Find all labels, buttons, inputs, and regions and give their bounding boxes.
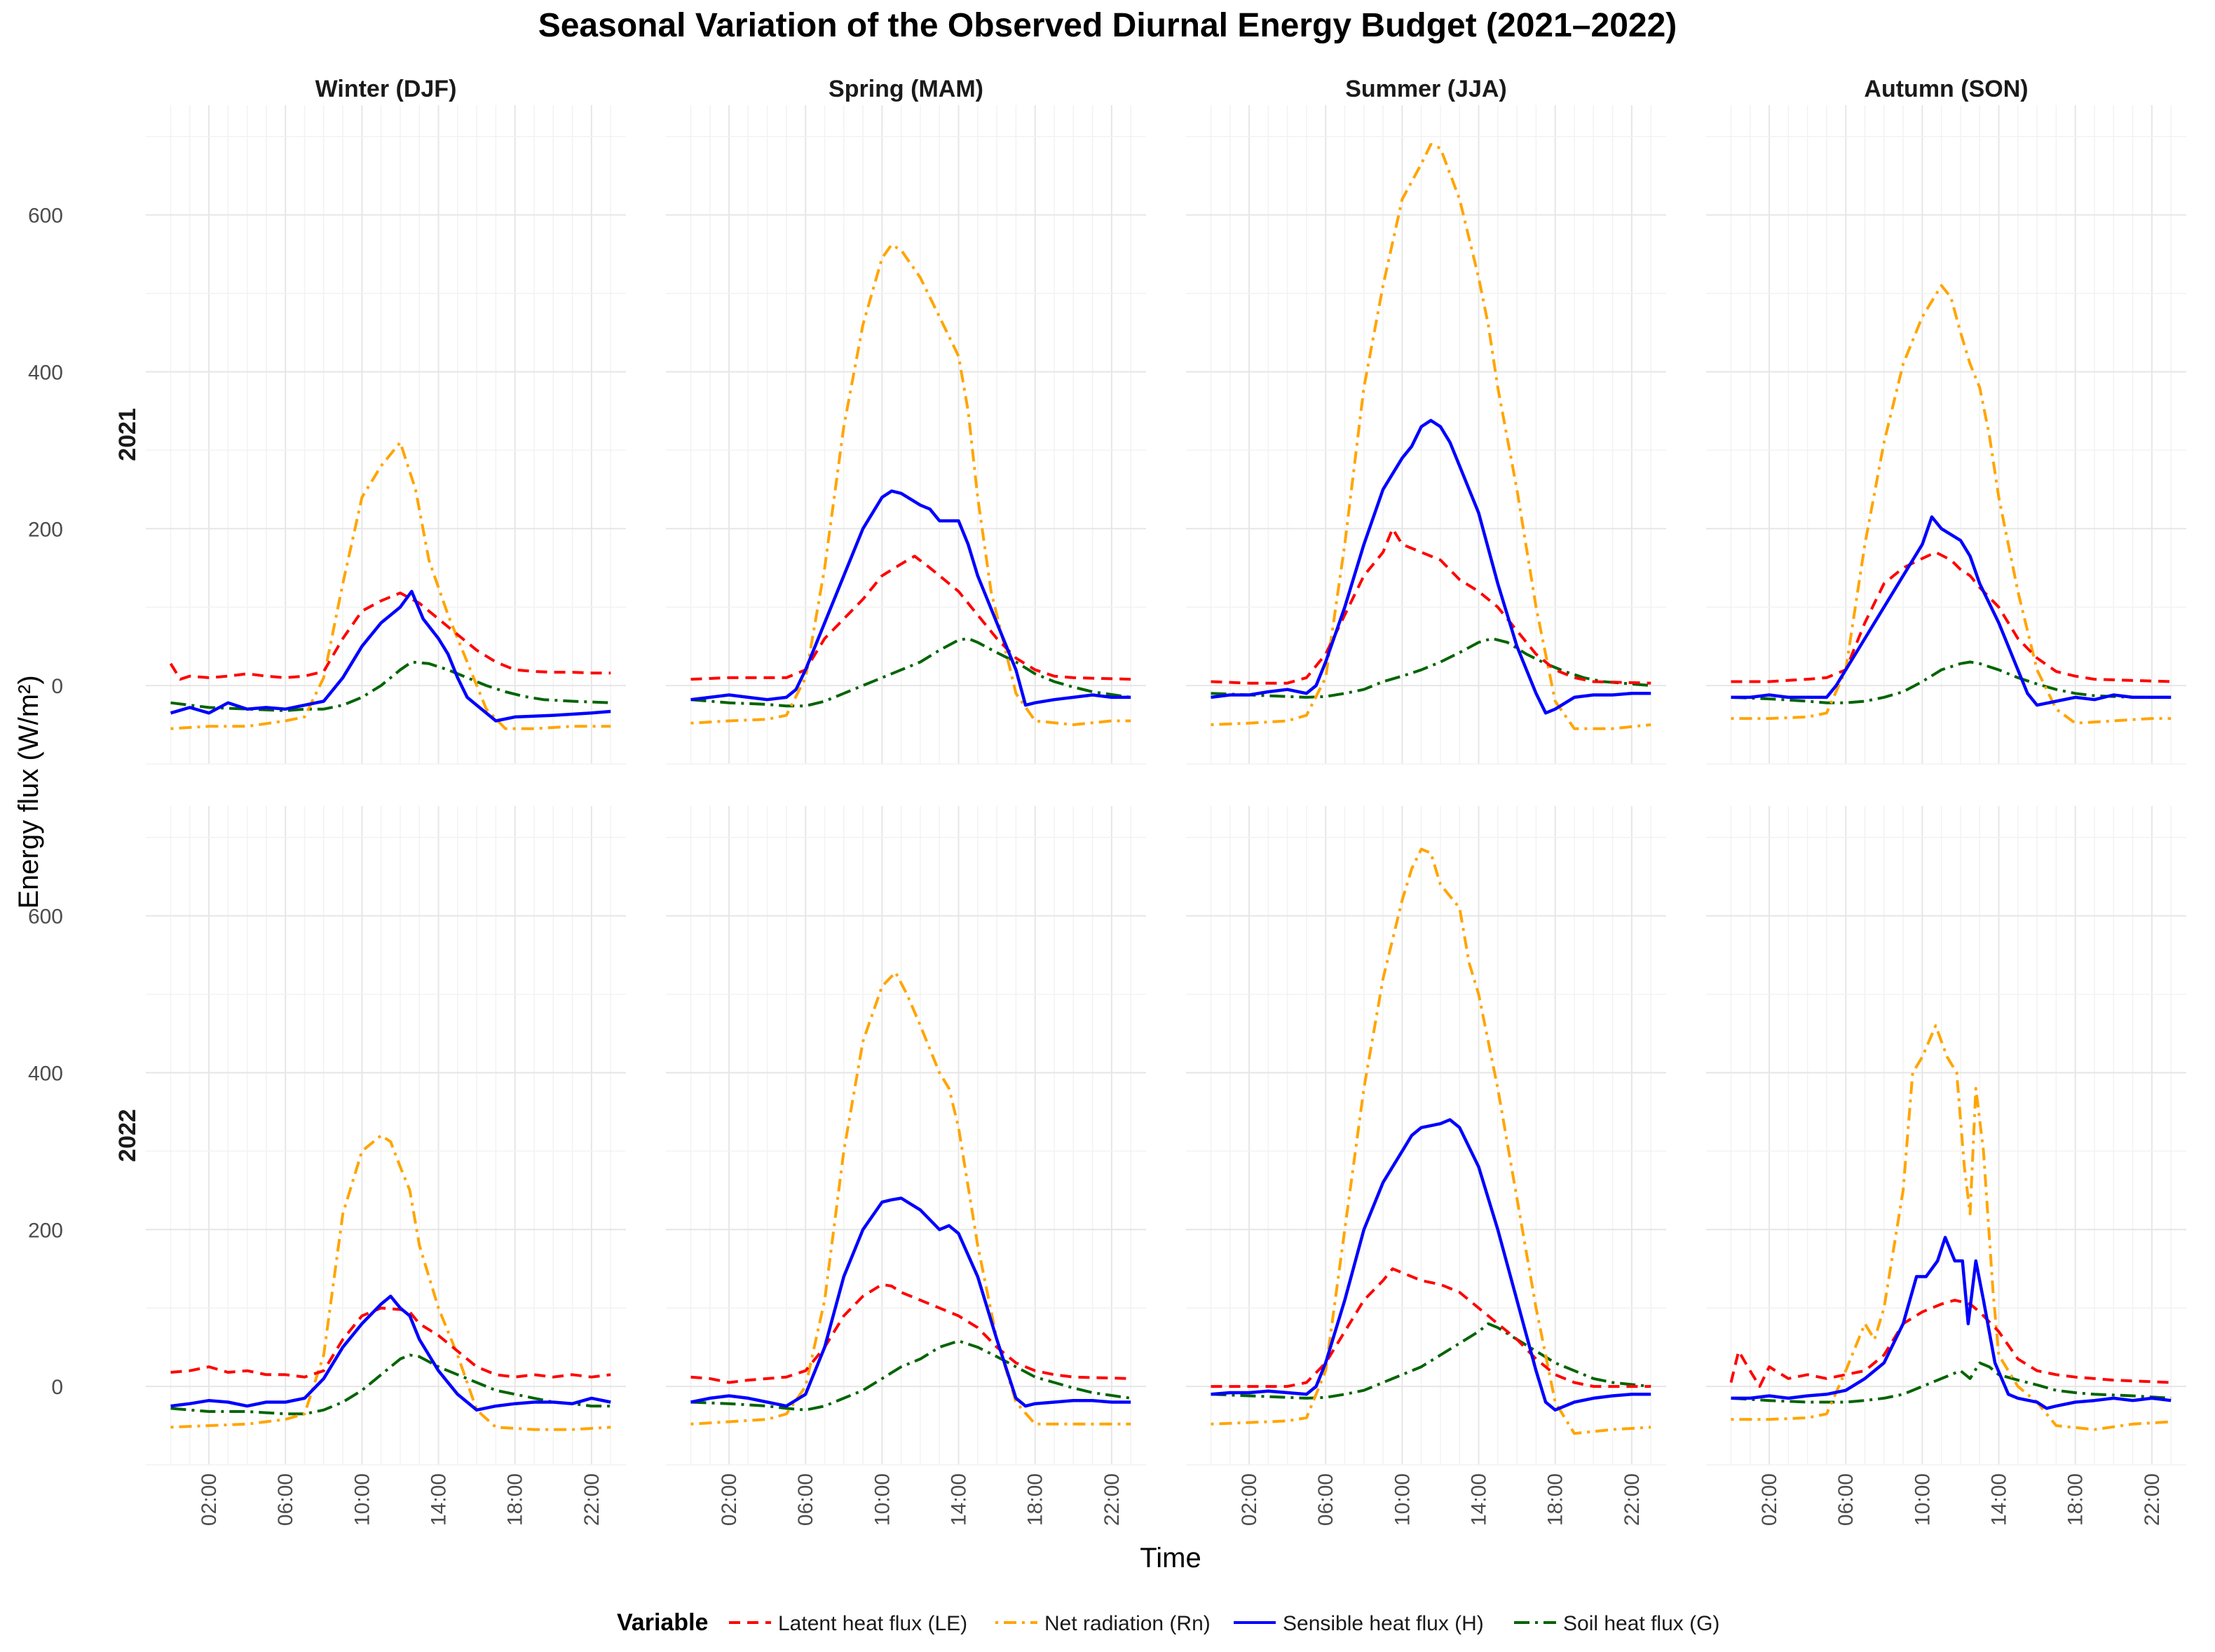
series-line-LE — [1211, 1267, 1651, 1388]
x-tick-label: 18:00 — [1544, 1473, 1567, 1526]
series-line-H — [170, 1295, 611, 1412]
series-line-LE — [690, 1283, 1131, 1384]
panel — [1186, 105, 1666, 765]
series-line-LE — [170, 1306, 611, 1379]
y-tick-label: 0 — [51, 1376, 63, 1399]
series-line-H — [690, 1196, 1131, 1408]
x-tick-label: 02:00 — [1238, 1473, 1261, 1526]
x-tick-label: 14:00 — [1468, 1473, 1491, 1526]
x-tick-label: 22:00 — [1100, 1473, 1124, 1526]
legend-item-Rn: Net radiation (Rn) — [995, 1612, 1211, 1635]
x-tick-label: 02:00 — [198, 1473, 221, 1526]
series-line-G — [1211, 637, 1651, 699]
series-line-Rn — [690, 971, 1131, 1426]
y-tick-label: 600 — [28, 205, 63, 228]
year-label: 2021 — [114, 408, 141, 461]
x-tick-label: 22:00 — [1621, 1473, 1644, 1526]
legend-label: Net radiation (Rn) — [1044, 1612, 1211, 1635]
series-line-G — [690, 637, 1131, 708]
series-line-LE — [1211, 527, 1651, 685]
panel: 0 200 400 600 02:00 06:00 10:00 14:00 18:00 22:00 — [28, 806, 626, 1526]
panel — [666, 105, 1146, 765]
series-line-Rn — [170, 441, 611, 730]
x-tick-label: 02:00 — [1758, 1473, 1781, 1526]
x-tick-label: 18:00 — [2064, 1473, 2087, 1526]
season-label: Summer (JJA) — [1345, 76, 1507, 102]
x-tick-label: 10:00 — [1391, 1473, 1414, 1526]
x-tick-label: 06:00 — [1314, 1473, 1337, 1526]
series-line-G — [1731, 660, 2172, 704]
series-line-LE — [690, 554, 1131, 681]
x-tick-label: 10:00 — [1911, 1473, 1934, 1526]
y-tick-label: 0 — [51, 675, 63, 698]
legend-label: Soil heat flux (G) — [1563, 1612, 1719, 1635]
legend-item-H: Sensible heat flux (H) — [1234, 1612, 1484, 1635]
x-tick-label: 02:00 — [718, 1473, 741, 1526]
series-line-LE — [169, 592, 611, 681]
panel: 0 200 400 600 — [28, 105, 626, 765]
year-label: 2022 — [114, 1109, 141, 1162]
series-line-Rn — [1731, 284, 2172, 725]
series-line-Rn — [170, 1134, 611, 1431]
x-axis-title: Time — [1140, 1543, 1201, 1574]
legend: Variable Latent heat flux (LE) Net radiat… — [617, 1609, 1719, 1636]
series-line-H — [690, 489, 1131, 707]
x-tick-label: 10:00 — [350, 1473, 374, 1526]
legend-label: Sensible heat flux (H) — [1283, 1612, 1484, 1635]
series-line-LE — [1729, 1299, 2172, 1388]
series-line-G — [170, 1353, 611, 1416]
series-line-G — [170, 660, 611, 712]
series-line-Rn — [1211, 143, 1651, 730]
x-tick-label: 06:00 — [794, 1473, 817, 1526]
series-line-G — [690, 1339, 1131, 1412]
facet-panels: Winter (DJF) Spring (MAM) Summer (JJA) Autu… — [28, 76, 2186, 1526]
series-line-Rn — [1731, 1024, 2172, 1431]
series-line-H — [1211, 1118, 1651, 1412]
season-label: Spring (MAM) — [829, 76, 983, 102]
x-tick-label: 18:00 — [504, 1473, 527, 1526]
series-line-LE — [1731, 550, 2172, 683]
series-line-Rn — [1211, 847, 1651, 1435]
series-line-H — [1731, 1236, 2172, 1410]
x-tick-label: 18:00 — [1024, 1473, 1047, 1526]
panel — [1706, 105, 2186, 765]
season-label: Winter (DJF) — [315, 76, 457, 102]
x-tick-label: 14:00 — [948, 1473, 971, 1526]
y-axis-title: Energy flux (W/m²) — [13, 675, 44, 908]
x-tick-label: 14:00 — [428, 1473, 451, 1526]
panel: 02:00 06:00 10:00 14:00 18:00 22:00 — [1186, 806, 1666, 1526]
y-tick-label: 200 — [28, 1219, 63, 1242]
x-tick-label: 22:00 — [580, 1473, 604, 1526]
chart-title: Seasonal Variation of the Observed Diurn… — [538, 7, 1677, 44]
panel: 02:00 06:00 10:00 14:00 18:00 22:00 — [666, 806, 1146, 1526]
x-tick-label: 14:00 — [1988, 1473, 2011, 1526]
series-line-G — [1731, 1361, 2172, 1404]
legend-item-LE: Latent heat flux (LE) — [729, 1612, 967, 1635]
series-line-H — [170, 589, 611, 723]
panel: 02:00 06:00 10:00 14:00 18:00 22:00 — [1706, 806, 2186, 1526]
legend-label: Latent heat flux (LE) — [778, 1612, 967, 1635]
series-line-H — [1731, 515, 2172, 707]
y-tick-label: 200 — [28, 518, 63, 541]
series-line-H — [1211, 418, 1651, 715]
legend-item-G: Soil heat flux (G) — [1514, 1612, 1719, 1635]
y-tick-label: 600 — [28, 906, 63, 929]
y-tick-label: 400 — [28, 361, 63, 384]
x-tick-label: 22:00 — [2141, 1473, 2164, 1526]
x-tick-label: 06:00 — [1834, 1473, 1858, 1526]
season-label: Autumn (SON) — [1864, 76, 2028, 102]
x-tick-label: 06:00 — [274, 1473, 297, 1526]
legend-title: Variable — [617, 1609, 708, 1636]
series-line-Rn — [690, 243, 1131, 726]
y-tick-label: 400 — [28, 1062, 63, 1085]
x-tick-label: 10:00 — [871, 1473, 894, 1526]
series-line-G — [1211, 1322, 1651, 1400]
